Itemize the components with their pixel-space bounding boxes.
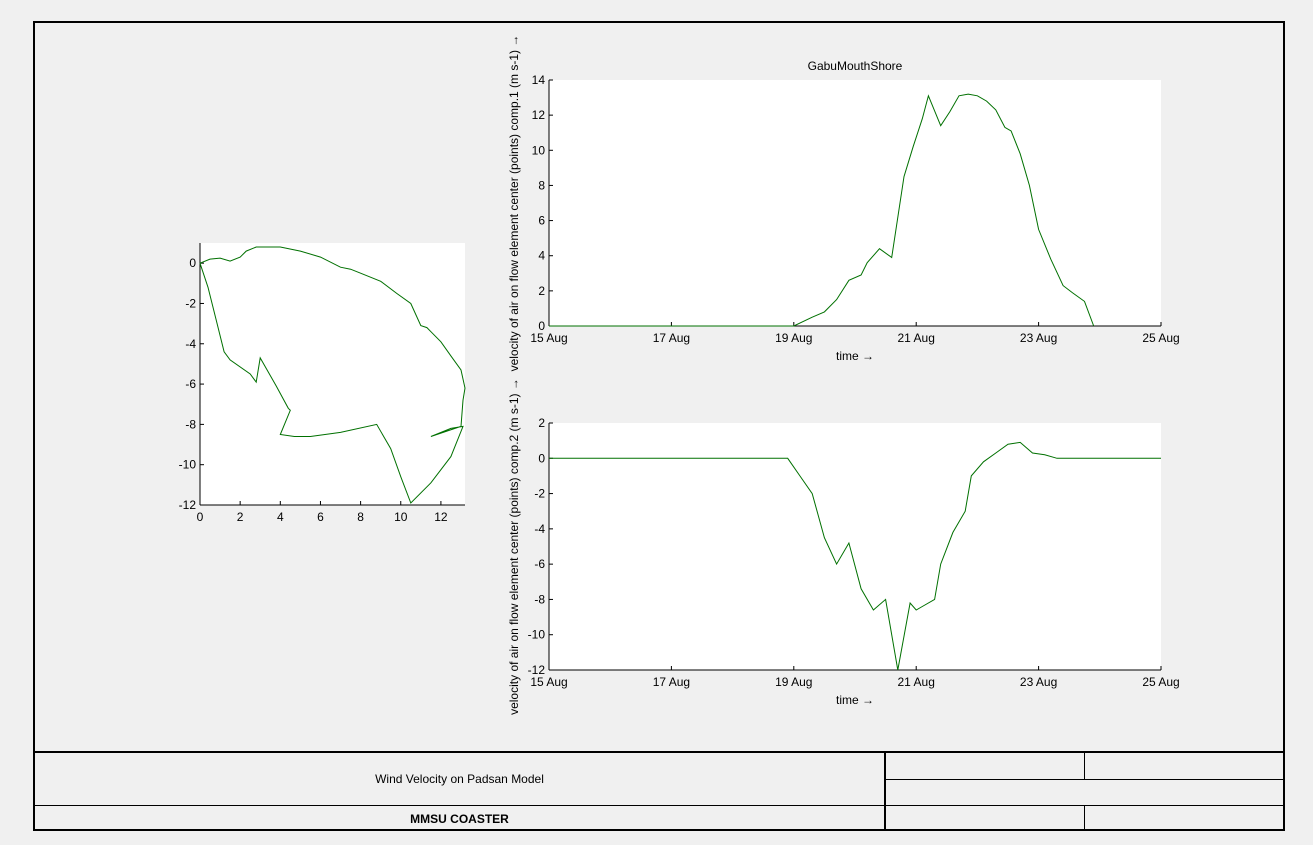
title-block-divider-3 (1084, 805, 1085, 831)
comp2-x-tick-label: 25 Aug (1142, 675, 1179, 689)
comp1-series-line (549, 93, 1095, 327)
title-block-divider-2 (1084, 751, 1085, 780)
comp2-series-line (549, 441, 1161, 671)
scatter-y-tick-label: -4 (185, 337, 196, 351)
scatter-y-tick-label: 0 (189, 256, 196, 270)
comp2-y-tick-label: -2 (534, 487, 545, 501)
comp1-y-tick-label: 6 (538, 214, 545, 228)
title-block-mid-line (33, 805, 1285, 806)
comp2-y-tick-label: -8 (534, 592, 545, 606)
comp1-y-tick-label: 12 (532, 108, 546, 122)
comp1-x-tick-label: 17 Aug (653, 331, 690, 345)
comp1-x-tick-label: 25 Aug (1142, 331, 1179, 345)
scatter-y-tick-label: -8 (185, 417, 196, 431)
comp2-x-tick-label: 21 Aug (898, 675, 935, 689)
comp2-y-tick-label: 0 (538, 451, 545, 465)
comp1-y-tick-label: 10 (532, 143, 546, 157)
scatter-x-tick-label: 10 (394, 510, 408, 524)
scatter-y-tick-label: -6 (185, 377, 196, 391)
comp2-x-tick-label: 19 Aug (775, 675, 812, 689)
comp2-y-axis-label: velocity of air on flow element center (… (507, 378, 521, 715)
comp2-x-tick-label: 15 Aug (530, 675, 567, 689)
scatter-x-tick-label: 8 (357, 510, 364, 524)
scatter-x-tick-label: 4 (277, 510, 284, 524)
comp2-x-axis-label: time → (836, 693, 874, 707)
title-block-organization: MMSU COASTER (410, 812, 509, 826)
title-block-divider-1 (884, 751, 886, 831)
comp2-y-tick-label: 2 (538, 416, 545, 430)
comp1-x-tick-label: 15 Aug (530, 331, 567, 345)
comp1-x-axis-label: time → (836, 349, 874, 363)
comp1-y-tick-label: 14 (532, 73, 546, 87)
scatter-y-tick-label: -2 (185, 296, 196, 310)
title-block-description: Wind Velocity on Padsan Model (375, 772, 544, 786)
comp1-title: GabuMouthShore (808, 59, 903, 73)
scatter-y-tick-label: -10 (179, 458, 197, 472)
comp1-x-tick-label: 19 Aug (775, 331, 812, 345)
comp1-y-axis-label: velocity of air on flow element center (… (507, 35, 521, 372)
scatter-x-tick-label: 12 (434, 510, 448, 524)
scatter-y-tick-label: -12 (179, 498, 197, 512)
comp2-y-tick-label: -10 (528, 628, 546, 642)
scatter-x-tick-label: 6 (317, 510, 324, 524)
comp1-x-tick-label: 23 Aug (1020, 331, 1057, 345)
comp2-x-tick-label: 23 Aug (1020, 675, 1057, 689)
scatter-plot-area (200, 243, 465, 505)
comp2-y-tick-label: -6 (534, 557, 545, 571)
comp1-y-tick-label: 8 (538, 178, 545, 192)
comp1-x-tick-label: 21 Aug (898, 331, 935, 345)
scatter-x-tick-label: 2 (237, 510, 244, 524)
comp1-y-tick-label: 4 (538, 249, 545, 263)
comp1-plot-area (549, 80, 1161, 326)
comp2-y-tick-label: -4 (534, 522, 545, 536)
comp1-y-tick-label: 2 (538, 284, 545, 298)
comp1-y-tick-label: 0 (538, 319, 545, 333)
comp2-x-tick-label: 17 Aug (653, 675, 690, 689)
title-block-top-line (33, 751, 1285, 753)
title-block-right-hline (885, 779, 1285, 780)
figure-frame (33, 21, 1285, 831)
comp2-y-tick-label: -12 (528, 663, 546, 677)
comp2-plot-area (549, 423, 1161, 670)
scatter-series-line (199, 246, 466, 504)
scatter-x-tick-label: 0 (197, 510, 204, 524)
